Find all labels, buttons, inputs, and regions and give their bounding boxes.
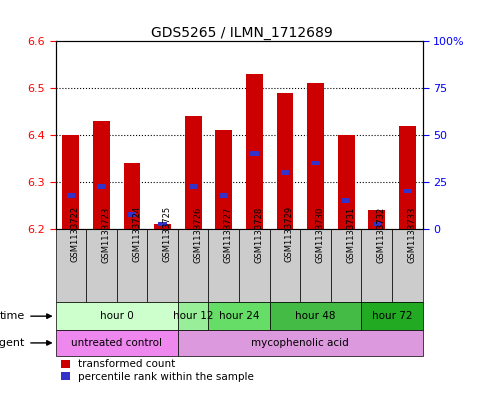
FancyBboxPatch shape (300, 229, 331, 302)
FancyBboxPatch shape (209, 229, 239, 302)
FancyBboxPatch shape (270, 302, 361, 330)
Bar (62, 135, 79, 229)
Text: hour 24: hour 24 (219, 311, 259, 321)
Bar (128, 212, 136, 217)
Bar (403, 189, 412, 193)
Text: mycophenolic acid: mycophenolic acid (251, 338, 349, 348)
Bar (158, 222, 167, 226)
FancyBboxPatch shape (178, 229, 209, 302)
FancyBboxPatch shape (147, 229, 178, 302)
Text: GSM1133723: GSM1133723 (101, 206, 111, 263)
FancyBboxPatch shape (270, 229, 300, 302)
FancyBboxPatch shape (56, 302, 178, 330)
Bar (250, 151, 258, 156)
FancyBboxPatch shape (361, 229, 392, 302)
Text: GSM1133722: GSM1133722 (71, 206, 80, 263)
FancyBboxPatch shape (239, 229, 270, 302)
Text: GSM1133730: GSM1133730 (315, 206, 325, 263)
Text: time: time (0, 311, 25, 321)
Bar (189, 184, 198, 189)
Bar (124, 163, 141, 229)
Text: hour 0: hour 0 (100, 311, 134, 321)
Text: GSM1133727: GSM1133727 (224, 206, 233, 263)
Bar (97, 184, 106, 189)
FancyBboxPatch shape (178, 302, 209, 330)
Text: GSM1133731: GSM1133731 (346, 206, 355, 263)
FancyBboxPatch shape (392, 229, 423, 302)
Text: GSM1133729: GSM1133729 (285, 206, 294, 263)
Bar (185, 116, 201, 229)
Bar (338, 135, 355, 229)
Legend: transformed count, percentile rank within the sample: transformed count, percentile rank withi… (61, 359, 255, 382)
FancyBboxPatch shape (86, 229, 117, 302)
Text: hour 12: hour 12 (173, 311, 213, 321)
FancyBboxPatch shape (331, 229, 361, 302)
Bar (246, 74, 263, 229)
Bar (369, 210, 385, 229)
FancyBboxPatch shape (178, 330, 423, 356)
FancyBboxPatch shape (209, 302, 270, 330)
Bar (307, 83, 324, 229)
Bar (281, 170, 289, 175)
Bar (93, 121, 110, 229)
Bar (215, 130, 232, 229)
Bar (154, 224, 171, 229)
Bar (220, 193, 228, 198)
Text: GSM1133728: GSM1133728 (255, 206, 263, 263)
Text: hour 72: hour 72 (372, 311, 412, 321)
Text: agent: agent (0, 338, 25, 348)
Bar (277, 93, 293, 229)
Text: GSM1133733: GSM1133733 (407, 206, 416, 263)
FancyBboxPatch shape (56, 330, 178, 356)
Bar (399, 125, 416, 229)
FancyBboxPatch shape (117, 229, 147, 302)
Bar (342, 198, 350, 203)
Text: hour 48: hour 48 (295, 311, 336, 321)
Text: GSM1133732: GSM1133732 (377, 206, 386, 263)
Text: GSM1133726: GSM1133726 (193, 206, 202, 263)
Bar (67, 193, 75, 198)
FancyBboxPatch shape (361, 302, 423, 330)
Text: untreated control: untreated control (71, 338, 162, 348)
Bar (372, 222, 381, 226)
Text: GSM1133724: GSM1133724 (132, 206, 141, 263)
Text: GSM1133725: GSM1133725 (163, 206, 171, 263)
Text: GDS5265 / ILMN_1712689: GDS5265 / ILMN_1712689 (151, 26, 332, 40)
FancyBboxPatch shape (56, 229, 86, 302)
Bar (312, 161, 320, 165)
